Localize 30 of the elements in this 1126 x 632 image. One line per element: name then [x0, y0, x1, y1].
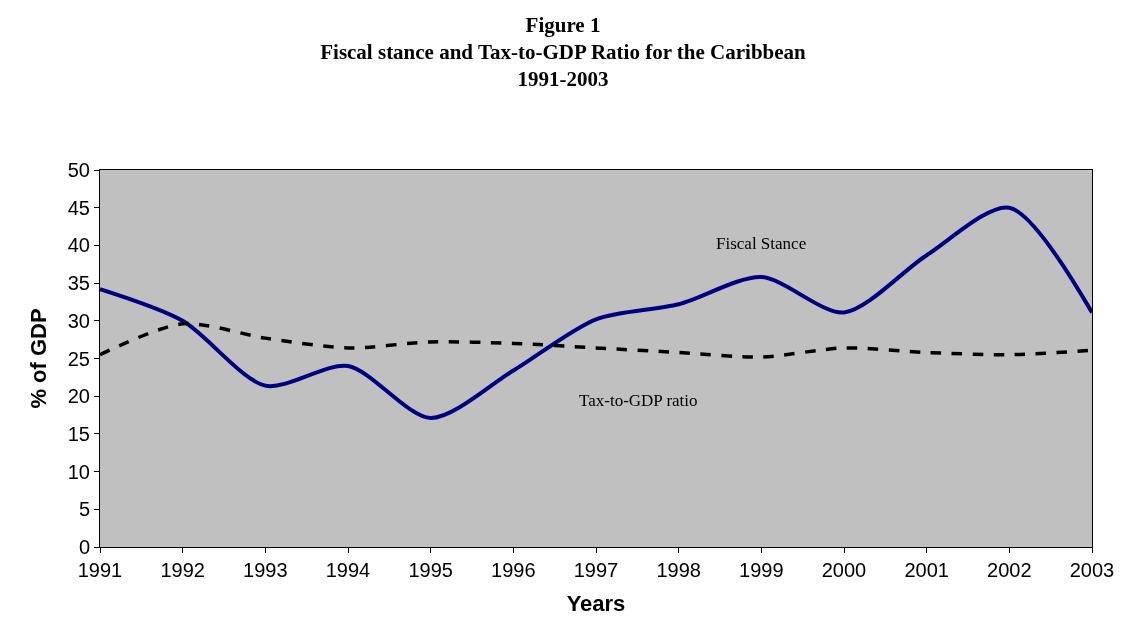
- y-tick-label: 25: [67, 347, 90, 370]
- y-tick-label: 40: [67, 234, 90, 257]
- y-tick-label: 20: [67, 385, 90, 408]
- y-tick-label: 0: [78, 536, 90, 558]
- y-tick-label: 10: [67, 460, 90, 483]
- x-tick-label: 1994: [325, 559, 371, 581]
- text: Tax-to-GDP ratio: [579, 391, 698, 410]
- x-tick-label: 1997: [573, 559, 619, 581]
- x-tick-label: 1999: [739, 559, 784, 581]
- y-tick-label: 5: [78, 498, 90, 521]
- y-tick-label: 35: [67, 272, 90, 295]
- line-series: [100, 205, 1092, 421]
- x-tick-label: 1993: [243, 559, 288, 581]
- x-tick-label: 2000: [821, 559, 867, 581]
- x-tick-label: 2003: [1069, 559, 1115, 581]
- y-tick-label: 15: [67, 422, 90, 445]
- x-tick-label: 2001: [904, 559, 949, 581]
- y-tick-label: 45: [67, 196, 90, 219]
- y-tick-label: 50: [67, 159, 90, 181]
- y-axis-title: % of GDP: [25, 308, 51, 409]
- x-tick-label: 1991: [77, 559, 123, 581]
- x-tick-label: 2002: [987, 559, 1032, 581]
- series-label: Fiscal Stance: [716, 234, 807, 253]
- x-axis-title: Years: [566, 590, 626, 616]
- y-tick-label: 30: [67, 309, 90, 332]
- x-tick-label: 1996: [491, 559, 536, 581]
- x-tick-label: 1998: [656, 559, 701, 581]
- chart-title: Figure 1 Fiscal stance and Tax-to-GDP Ratio for the Caribbean 1991-2003: [320, 12, 807, 92]
- x-tick-label: 1992: [160, 559, 205, 581]
- x-tick-label: 1995: [408, 559, 453, 581]
